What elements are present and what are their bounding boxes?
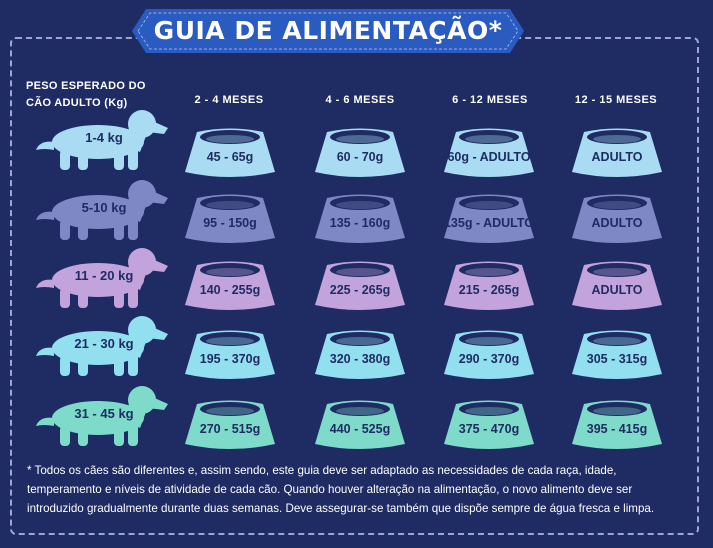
portion-value: ADULTO xyxy=(591,150,643,164)
portion-value: 135 - 160g xyxy=(329,216,391,230)
dog-silhouette-row-4: 21 - 30 kg xyxy=(30,312,170,378)
portion-value: 320 - 380g xyxy=(329,352,391,366)
column-header-3: 6 - 12 MESES xyxy=(452,94,528,106)
bowl-row-1-col-4: ADULTO xyxy=(570,124,664,182)
bowl-row-5-col-4: 395 - 415g xyxy=(570,396,664,454)
portion-value: 45 - 65g xyxy=(206,150,254,164)
bowl-row-2-col-2: 135 - 160g xyxy=(313,190,407,248)
bowl-row-2-col-4: ADULTO xyxy=(570,190,664,248)
portion-value: 60 - 70g xyxy=(336,150,384,164)
portion-value: 215 - 265g xyxy=(458,283,520,297)
dog-silhouette-row-3: 11 - 20 kg xyxy=(30,244,170,310)
bowl-row-1-col-3: 60g - ADULTO xyxy=(442,124,536,182)
bowl-row-4-col-3: 290 - 370g xyxy=(442,326,536,384)
bowl-row-3-col-4: ADULTO xyxy=(570,257,664,315)
bowl-row-4-col-4: 305 - 315g xyxy=(570,326,664,384)
bowl-row-2-col-3: 135g - ADULTO xyxy=(442,190,536,248)
bowl-row-2-col-1: 95 - 150g xyxy=(183,190,277,248)
bowl-row-1-col-2: 60 - 70g xyxy=(313,124,407,182)
weight-label-row-3: 11 - 20 kg xyxy=(74,268,134,283)
portion-value: 225 - 265g xyxy=(329,283,391,297)
dog-silhouette-row-5: 31 - 45 kg xyxy=(30,382,170,448)
portion-value: ADULTO xyxy=(591,283,643,297)
portion-value: 305 - 315g xyxy=(586,352,648,366)
bowl-row-5-col-2: 440 - 525g xyxy=(313,396,407,454)
weight-label-row-1: 1-4 kg xyxy=(85,130,123,145)
row-header: PESO ESPERADO DO CÃO ADULTO (Kg) xyxy=(26,78,166,112)
weight-label-row-5: 31 - 45 kg xyxy=(74,406,134,421)
title-banner: GUIA DE ALIMENTAÇÃO* xyxy=(132,9,524,53)
portion-value: ADULTO xyxy=(591,216,643,230)
dog-silhouette-row-2: 5-10 kg xyxy=(30,176,170,242)
bowl-row-3-col-3: 215 - 265g xyxy=(442,257,536,315)
page-title: GUIA DE ALIMENTAÇÃO* xyxy=(153,16,503,45)
bowl-row-5-col-3: 375 - 470g xyxy=(442,396,536,454)
footnote-line-3: introduzido gradualmente durante duas se… xyxy=(27,502,655,515)
weight-label-row-2: 5-10 kg xyxy=(81,200,127,215)
row-header-line-2: CÃO ADULTO (Kg) xyxy=(26,97,128,109)
column-header-1: 2 - 4 MESES xyxy=(194,94,264,106)
bowl-row-5-col-1: 270 - 515g xyxy=(183,396,277,454)
portion-value: 140 - 255g xyxy=(199,283,261,297)
bowl-row-4-col-1: 195 - 370g xyxy=(183,326,277,384)
bowl-row-1-col-1: 45 - 65g xyxy=(183,124,277,182)
footnote: * Todos os cães são diferentes e, assim … xyxy=(27,461,689,518)
portion-value: 270 - 515g xyxy=(199,422,261,436)
portion-value: 395 - 415g xyxy=(586,422,648,436)
portion-value: 290 - 370g xyxy=(458,352,520,366)
portion-value: 135g - ADULTO xyxy=(443,216,535,230)
weight-label-row-4: 21 - 30 kg xyxy=(74,336,134,351)
portion-value: 95 - 150g xyxy=(203,216,257,230)
column-header-2: 4 - 6 MESES xyxy=(325,94,395,106)
portion-value: 440 - 525g xyxy=(329,422,391,436)
bowl-row-4-col-2: 320 - 380g xyxy=(313,326,407,384)
bowl-row-3-col-1: 140 - 255g xyxy=(183,257,277,315)
dog-silhouette-row-1: 1-4 kg xyxy=(30,106,170,172)
portion-value: 375 - 470g xyxy=(458,422,520,436)
portion-value: 195 - 370g xyxy=(199,352,261,366)
portion-value: 60g - ADULTO xyxy=(447,150,531,164)
footnote-line-2: temperamento e níveis de atividade de ca… xyxy=(27,483,633,496)
bowl-row-3-col-2: 225 - 265g xyxy=(313,257,407,315)
footnote-line-1: * Todos os cães são diferentes e, assim … xyxy=(27,464,617,477)
row-header-line-1: PESO ESPERADO DO xyxy=(26,80,146,92)
column-header-4: 12 - 15 MESES xyxy=(574,94,658,106)
